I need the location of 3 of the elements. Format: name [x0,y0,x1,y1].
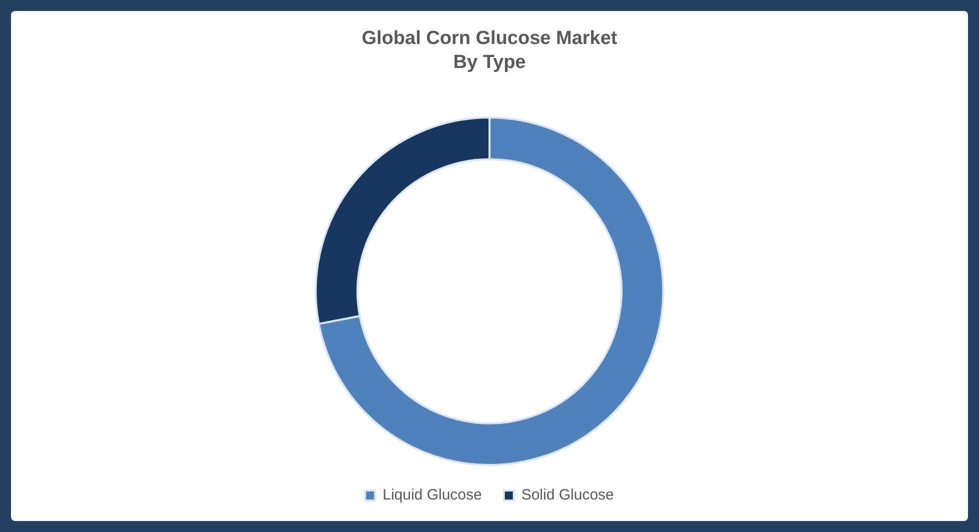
chart-title: Global Corn Glucose Market By Type [362,28,618,73]
legend-label: Liquid Glucose [382,486,482,504]
legend-label: Solid Glucose [521,486,614,504]
